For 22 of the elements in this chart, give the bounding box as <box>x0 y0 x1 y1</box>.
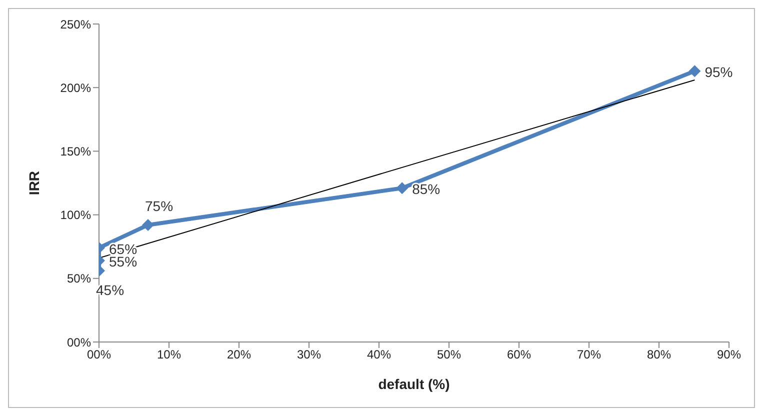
x-tick-label: 50% <box>436 348 462 362</box>
y-tick-label: 150% <box>60 144 92 158</box>
x-tick-label: 00% <box>86 348 112 362</box>
x-axis-title: default (%) <box>378 376 450 392</box>
x-tick-label: 90% <box>716 348 742 362</box>
annotation: 75% <box>145 198 174 214</box>
y-tick-label: 250% <box>60 17 92 32</box>
y-axis-title: IRR <box>26 170 42 196</box>
annotation: 55% <box>109 254 138 270</box>
y-tick-label: 50% <box>66 272 92 286</box>
x-tick-label: 20% <box>226 348 252 362</box>
x-tick-label: 40% <box>366 348 392 362</box>
y-tick-label: 00% <box>66 335 92 350</box>
x-tick-label: 80% <box>646 348 672 362</box>
x-tick-label: 60% <box>506 348 532 362</box>
x-tick-label: 10% <box>156 348 182 362</box>
y-tick-label: 200% <box>60 80 92 95</box>
x-tick-label: 30% <box>296 348 322 362</box>
y-tick-label: 100% <box>60 208 92 222</box>
x-tick-label: 70% <box>576 348 602 362</box>
annotation: 85% <box>412 181 440 198</box>
annotation: 95% <box>704 64 733 80</box>
